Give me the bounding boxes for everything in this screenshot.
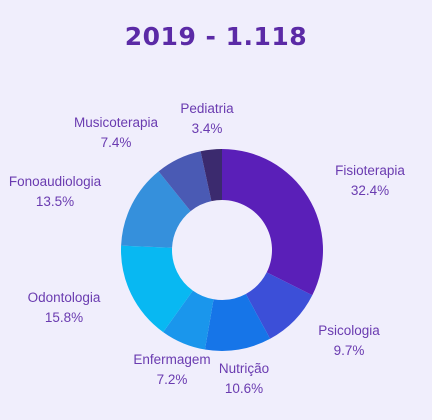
slice-odontologia [121,245,193,333]
slice-name-label: Musicoterapia [74,115,159,130]
donut-slices [121,149,323,351]
slice-value-label: 32.4% [351,183,389,198]
slice-name-label: Psicologia [318,323,380,338]
slice-name-label: Fisioterapia [335,163,405,178]
slice-fisioterapia [222,149,323,296]
slice-labels: Fisioterapia 32.4% Psicologia 9.7% Nutrição 1… [9,101,406,396]
slice-name-label: Enfermagem [133,352,210,367]
slice-name-label: Nutrição [219,361,269,376]
slice-nutricao [204,293,271,351]
slice-name-label: Pediatria [180,101,234,116]
slice-value-label: 10.6% [225,381,263,396]
slice-value-label: 15.8% [45,310,83,325]
slice-value-label: 9.7% [334,343,365,358]
slice-name-label: Fonoaudiologia [9,174,102,189]
slice-fonoaudiologia [121,171,191,248]
slice-value-label: 3.4% [192,121,223,136]
slice-value-label: 13.5% [36,194,74,209]
slice-enfermagem [163,290,214,350]
slice-name-label: Odontologia [28,290,101,305]
slice-value-label: 7.2% [157,372,188,387]
slice-psicologia [245,272,313,339]
chart-title: 2019 - 1.118 [124,22,308,51]
slice-value-label: 7.4% [101,135,132,150]
slice-pediatria [200,149,222,202]
slice-musicoterapia [158,151,212,212]
